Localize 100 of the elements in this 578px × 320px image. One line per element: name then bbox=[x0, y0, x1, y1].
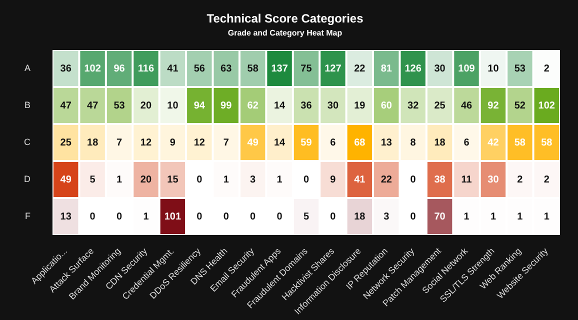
data-label: 2 bbox=[544, 174, 550, 186]
data-label: 0 bbox=[196, 174, 203, 186]
data-label: 2 bbox=[517, 174, 524, 186]
data-label: 15 bbox=[167, 174, 179, 186]
data-label: 41 bbox=[167, 63, 179, 74]
data-label: 20 bbox=[140, 100, 152, 112]
data-label: 70 bbox=[434, 211, 446, 222]
data-label: 1 bbox=[464, 211, 470, 222]
data-label: 49 bbox=[247, 137, 259, 148]
data-label: 25 bbox=[60, 137, 72, 148]
data-label: 7 bbox=[116, 137, 122, 148]
data-label: 30 bbox=[434, 63, 446, 74]
data-label: 6 bbox=[464, 137, 470, 148]
data-label: 10 bbox=[488, 63, 500, 74]
data-label: 1 bbox=[143, 211, 150, 222]
data-label: 96 bbox=[114, 63, 126, 74]
data-label: 32 bbox=[408, 100, 420, 112]
data-label: 1 bbox=[223, 174, 230, 186]
data-label: 22 bbox=[380, 174, 392, 186]
data-label: 58 bbox=[247, 63, 259, 74]
data-label: 102 bbox=[538, 100, 556, 112]
data-label: 11 bbox=[461, 174, 472, 186]
data-label: 101 bbox=[164, 211, 182, 222]
data-label: 9 bbox=[330, 174, 336, 186]
data-label: 36 bbox=[60, 63, 72, 74]
data-label: 75 bbox=[300, 63, 312, 74]
data-label: 1 bbox=[544, 211, 550, 222]
data-label: 102 bbox=[84, 63, 102, 74]
data-label: 0 bbox=[90, 211, 96, 222]
data-label: 3 bbox=[384, 211, 390, 222]
data-label: 18 bbox=[434, 137, 446, 148]
y-tick-label: F bbox=[25, 211, 31, 222]
data-label: 30 bbox=[327, 100, 339, 112]
data-label: 30 bbox=[488, 174, 500, 186]
data-label: 41 bbox=[354, 174, 366, 186]
data-label: 59 bbox=[300, 137, 312, 148]
y-tick-label: C bbox=[24, 137, 31, 148]
chart-title: Technical Score Categories bbox=[206, 12, 364, 26]
data-label: 52 bbox=[514, 100, 526, 112]
data-label: 0 bbox=[223, 211, 230, 222]
data-label: 1 bbox=[116, 174, 122, 186]
data-label: 5 bbox=[90, 174, 96, 186]
data-label: 13 bbox=[380, 137, 392, 148]
data-label: 5 bbox=[303, 211, 310, 222]
data-label: 47 bbox=[60, 100, 72, 112]
data-label: 22 bbox=[354, 63, 366, 74]
data-label: 42 bbox=[488, 137, 500, 148]
data-label: 1 bbox=[517, 211, 524, 222]
data-label: 53 bbox=[514, 63, 526, 74]
chart-subtitle: Grade and Category Heat Map bbox=[228, 28, 342, 38]
data-label: 18 bbox=[354, 211, 366, 222]
data-label: 49 bbox=[60, 174, 72, 186]
data-label: 3 bbox=[250, 174, 256, 186]
data-label: 53 bbox=[114, 100, 126, 112]
data-label: 0 bbox=[330, 211, 336, 222]
data-label: 94 bbox=[194, 100, 206, 112]
data-label: 60 bbox=[380, 100, 392, 112]
data-label: 8 bbox=[410, 137, 416, 148]
data-label: 36 bbox=[300, 100, 312, 112]
data-label: 126 bbox=[404, 63, 422, 74]
data-label: 99 bbox=[220, 100, 232, 112]
data-label: 63 bbox=[220, 63, 232, 74]
data-label: 6 bbox=[330, 137, 336, 148]
data-label: 0 bbox=[410, 211, 416, 222]
data-label: 9 bbox=[170, 137, 176, 148]
data-label: 13 bbox=[60, 211, 72, 222]
y-tick-label: A bbox=[24, 62, 30, 73]
data-label: 2 bbox=[544, 63, 550, 74]
data-label: 12 bbox=[140, 137, 152, 148]
data-label: 127 bbox=[324, 63, 342, 74]
data-label: 116 bbox=[138, 63, 154, 74]
data-label: 137 bbox=[271, 63, 288, 74]
data-label: 47 bbox=[87, 100, 99, 112]
data-label: 10 bbox=[167, 100, 179, 112]
data-label: 0 bbox=[116, 211, 122, 222]
data-label: 62 bbox=[247, 100, 259, 112]
data-label: 56 bbox=[194, 63, 206, 74]
data-label: 46 bbox=[460, 100, 473, 112]
data-label: 92 bbox=[488, 100, 500, 112]
data-label: 12 bbox=[194, 137, 206, 148]
data-label: 0 bbox=[276, 211, 283, 222]
data-label: 25 bbox=[434, 100, 446, 112]
data-label: 0 bbox=[303, 174, 310, 186]
data-label: 19 bbox=[354, 100, 366, 112]
data-label: 58 bbox=[541, 137, 553, 148]
data-label: 0 bbox=[250, 211, 256, 222]
data-label: 81 bbox=[380, 63, 392, 74]
data-label: 20 bbox=[140, 174, 152, 186]
data-label: 58 bbox=[514, 137, 526, 148]
data-label: 38 bbox=[434, 174, 446, 186]
data-label: 1 bbox=[276, 174, 283, 186]
y-tick-label: D bbox=[24, 174, 31, 184]
data-label: 18 bbox=[87, 137, 99, 148]
data-label: 68 bbox=[354, 137, 366, 148]
data-label: 7 bbox=[223, 137, 230, 148]
y-tick-label: B bbox=[24, 100, 30, 110]
data-label: 0 bbox=[410, 174, 416, 186]
data-label: 109 bbox=[458, 63, 476, 74]
data-label: 0 bbox=[196, 211, 203, 222]
data-label: 1 bbox=[490, 211, 496, 222]
